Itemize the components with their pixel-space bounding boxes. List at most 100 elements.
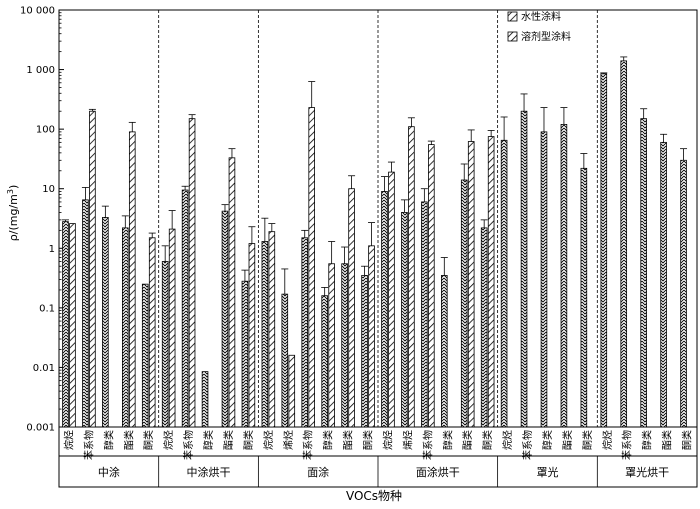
bar-water <box>421 201 428 428</box>
bar-water <box>500 139 508 428</box>
bar-solvent <box>328 263 335 428</box>
group-label: 罩光 <box>536 465 558 479</box>
bar-solvent <box>388 171 395 428</box>
bar-water <box>680 159 687 428</box>
bar-water <box>480 227 488 428</box>
group-label: 中涂 <box>98 465 120 479</box>
bar-water <box>281 293 289 428</box>
bar-water <box>141 283 149 428</box>
bar-water <box>301 237 309 428</box>
bar-water <box>122 227 129 428</box>
x-category-label: 烷烃 <box>262 430 275 450</box>
x-category-label: 醇类 <box>641 430 654 450</box>
x-category-label: 苯系物 <box>421 430 434 460</box>
x-category-label: 醇类 <box>441 430 454 450</box>
bar-water <box>620 60 628 428</box>
y-axis-title: ρ/(mg/m3) <box>6 185 20 242</box>
x-category-label: 烷烃 <box>62 430 75 450</box>
bar-water <box>181 189 189 428</box>
x-category-label: 烷烃 <box>162 430 175 450</box>
x-category-label: 酯类 <box>561 430 574 450</box>
legend: 水性涂料 溶剂型涂料 <box>507 10 571 43</box>
y-axis-title-close: ) <box>7 185 20 189</box>
bar-water <box>341 263 348 428</box>
bar-water <box>241 280 249 428</box>
legend-swatch-water <box>507 11 518 22</box>
bar-water <box>441 275 448 428</box>
x-category-label: 酮类 <box>142 430 155 450</box>
bar-water <box>600 73 608 428</box>
x-category-label: 醇类 <box>202 430 215 450</box>
x-category-label: 苯系物 <box>182 430 195 460</box>
bar-solvent <box>288 354 296 428</box>
x-category-label: 醇类 <box>322 430 335 450</box>
x-category-label: 苯系物 <box>82 430 95 460</box>
x-category-label: 烯烃 <box>282 430 295 450</box>
bar-solvent <box>408 126 415 428</box>
bar-water <box>381 191 388 428</box>
y-axis-title-sup: 3 <box>6 189 15 194</box>
x-category-label: 烷烃 <box>381 430 394 450</box>
x-category-label: 酮类 <box>681 430 694 450</box>
bar-water <box>660 141 667 428</box>
bar-solvent <box>188 118 196 428</box>
y-axis-title-main: ρ/(mg/m <box>7 194 20 241</box>
bar-water <box>261 241 269 428</box>
x-category-label: 酯类 <box>222 430 235 450</box>
x-category-label: 烷烃 <box>601 430 614 450</box>
x-category-label: 醇类 <box>541 430 554 450</box>
group-label: 面涂 <box>307 465 329 479</box>
x-category-label: 醇类 <box>102 430 115 450</box>
x-category-label: 酮类 <box>362 430 375 450</box>
bar-water <box>102 216 109 428</box>
bar-water <box>640 118 647 428</box>
bar-solvent <box>368 245 375 428</box>
y-tick-label: 10 <box>42 184 55 195</box>
bar-solvent <box>308 107 315 428</box>
x-category-label: 酯类 <box>461 430 474 450</box>
bar-water <box>221 210 229 428</box>
x-category-label: 烷烃 <box>501 430 514 450</box>
x-category-label: 苯系物 <box>521 430 534 460</box>
y-tick-label: 1 <box>49 244 55 255</box>
bar-solvent <box>268 231 276 428</box>
bar-solvent <box>148 237 156 428</box>
x-category-label: 酯类 <box>661 430 674 450</box>
bar-water <box>560 124 568 428</box>
y-tick-label: 0.01 <box>33 363 55 374</box>
legend-label-water: 水性涂料 <box>521 10 561 23</box>
y-tick-label: 1 000 <box>26 65 55 76</box>
bar-solvent <box>487 136 495 428</box>
y-tick-label: 0.1 <box>39 303 55 314</box>
bar-solvent <box>467 141 475 428</box>
bar-solvent <box>348 188 355 428</box>
y-tick-label: 10 000 <box>20 6 55 17</box>
group-label: 中涂烘干 <box>187 465 231 479</box>
x-category-label: 烯烃 <box>401 430 414 450</box>
bar-water <box>580 167 588 428</box>
bar-water <box>401 212 408 428</box>
group-label: 罩光烘干 <box>625 465 669 479</box>
x-category-label: 苯系物 <box>302 430 315 460</box>
bar-solvent <box>69 223 76 428</box>
x-category-label: 酮类 <box>481 430 494 450</box>
bar-solvent <box>228 157 236 428</box>
bar-solvent <box>89 110 96 428</box>
legend-swatch-solvent <box>507 31 518 42</box>
bar-water <box>460 179 468 428</box>
bar-water <box>161 261 169 428</box>
x-axis-title: VOCs物种 <box>346 489 402 503</box>
y-tick-label: 0.001 <box>26 423 55 434</box>
legend-label-solvent: 溶剂型涂料 <box>521 30 571 43</box>
x-category-label: 酮类 <box>242 430 255 450</box>
bar-water <box>321 295 328 428</box>
x-category-label: 酯类 <box>122 430 135 450</box>
bar-water <box>201 371 209 428</box>
group-label: 面涂烘干 <box>416 465 460 479</box>
bar-water <box>82 199 89 428</box>
y-tick-label: 100 <box>36 125 55 136</box>
bar-solvent <box>128 131 136 428</box>
bar-solvent <box>168 228 176 428</box>
